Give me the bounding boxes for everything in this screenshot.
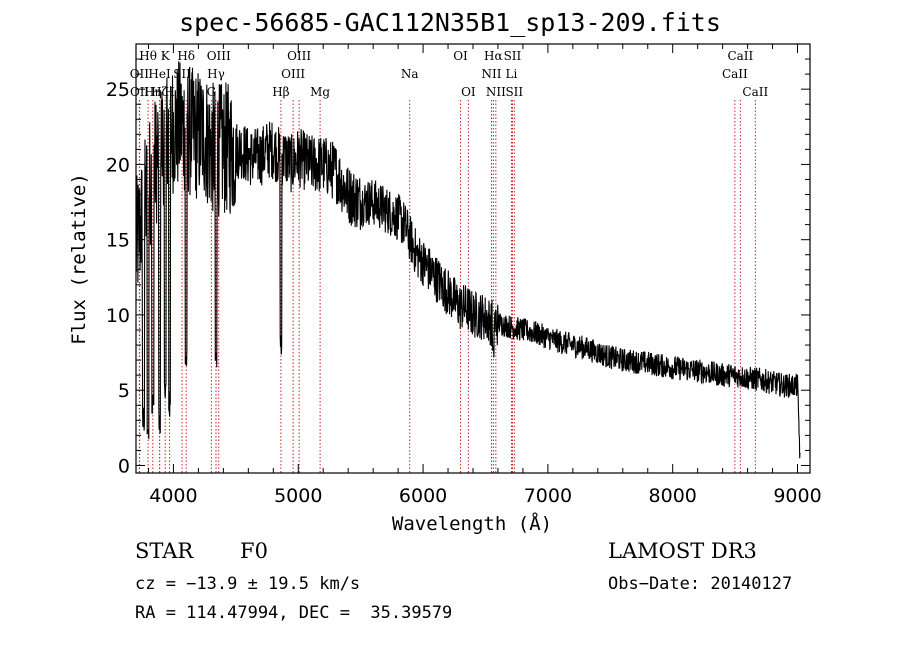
x-tick-label: 6000 <box>399 485 447 507</box>
x-tick-label: 8000 <box>649 485 697 507</box>
spectral-line-label: NII <box>486 85 506 99</box>
spectral-line-label: SII <box>173 67 191 81</box>
spectral-line-label: Hζ <box>151 85 168 99</box>
spectral-line-label: OIII <box>281 67 305 81</box>
spectral-line-label: Hθ <box>139 49 157 63</box>
spectral-line-label: Na <box>401 67 419 81</box>
y-axis-ticks: 0 5 10 15 20 25 <box>106 58 810 477</box>
spectral-line-label: Hβ <box>272 85 289 99</box>
spectral-line-label: OII <box>130 85 150 99</box>
x-axis-label: Wavelength (Å) <box>392 512 552 535</box>
coordinates-text: RA = 114.47994, DEC = 35.39579 <box>135 603 453 623</box>
spectral-line-label: OIII <box>287 49 311 63</box>
spectral-line-label: OI <box>453 49 468 63</box>
spectral-line-label: CaII <box>722 67 748 81</box>
x-tick-label: 7000 <box>524 485 572 507</box>
spectral-line-label: SII <box>505 85 523 99</box>
y-tick-label: 20 <box>106 154 130 176</box>
y-tick-label: 5 <box>118 380 130 402</box>
y-tick-label: 10 <box>106 305 130 327</box>
x-tick-label: 9000 <box>773 485 821 507</box>
x-tick-label: 5000 <box>274 485 322 507</box>
spectral-line-label: Mg <box>310 85 330 99</box>
chart-title: spec-56685-GAC112N35B1_sp13-209.fits <box>179 8 721 37</box>
spectral-line-label: NII <box>481 67 501 81</box>
spectrum-series-line <box>135 61 801 459</box>
spectral-line-label: HeI <box>148 67 171 81</box>
spectral-line-label: Hα <box>484 49 503 63</box>
spectral-line-label: Hδ <box>177 49 195 63</box>
spectral-line-label: K <box>161 49 171 63</box>
spectral-line-label: CaII <box>727 49 753 63</box>
spectral-line-label: H <box>164 85 174 99</box>
spectral-line-label: Li <box>506 67 518 81</box>
y-tick-label: 15 <box>106 230 130 252</box>
plot-frame <box>135 43 811 474</box>
spectral-line-label: OIII <box>207 49 231 63</box>
x-tick-label: 4000 <box>149 485 197 507</box>
y-tick-label: 25 <box>106 79 130 101</box>
object-subclass: F0 <box>240 539 268 563</box>
redshift-text: cz = −13.9 ± 19.5 km/s <box>135 574 361 594</box>
y-axis-label: Flux (relative) <box>68 173 90 345</box>
spectral-line-label: OI <box>461 85 476 99</box>
x-axis-ticks: 4000 5000 6000 7000 8000 9000 <box>147 44 822 507</box>
observation-date: Obs−Date: 20140127 <box>608 574 793 594</box>
y-tick-label: 0 <box>118 455 130 477</box>
spectral-line-label: CaII <box>742 85 768 99</box>
spectral-line-markers <box>138 100 756 473</box>
spectral-line-label: Hγ <box>207 67 225 81</box>
spectral-line-label: Hη <box>144 85 162 99</box>
survey-name: LAMOST DR3 <box>608 539 757 563</box>
object-class: STAR <box>135 539 194 563</box>
spectral-line-label: SII <box>504 49 522 63</box>
spectral-line-label: G <box>207 85 217 99</box>
